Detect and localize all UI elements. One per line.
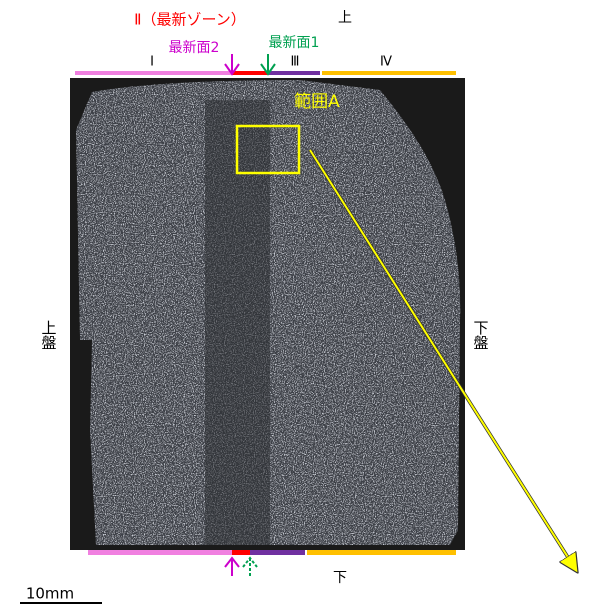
surface-label: 最新面1 (269, 35, 320, 51)
direction-label: 下 (333, 570, 347, 586)
zone-label: Ⅳ (380, 55, 392, 70)
surface-label: 最新面2 (169, 40, 220, 56)
zone-label: Ⅱ（最新ゾーン） (134, 11, 246, 29)
range-label: 範囲A (294, 92, 340, 112)
bottom-zone-bar (88, 550, 456, 555)
zone-label: Ⅰ (150, 55, 154, 70)
side-label: 下盤 (472, 320, 490, 350)
side-label: 上盤 (40, 320, 58, 350)
figure: Ⅱ（最新ゾーン） 上 最新面2 最新面1 Ⅰ Ⅲ Ⅳ 範囲A 上盤 下盤 下 1… (0, 0, 589, 608)
zone-label: Ⅲ (291, 55, 300, 70)
scale-label: 10mm (26, 585, 74, 603)
direction-label: 上 (338, 10, 352, 26)
